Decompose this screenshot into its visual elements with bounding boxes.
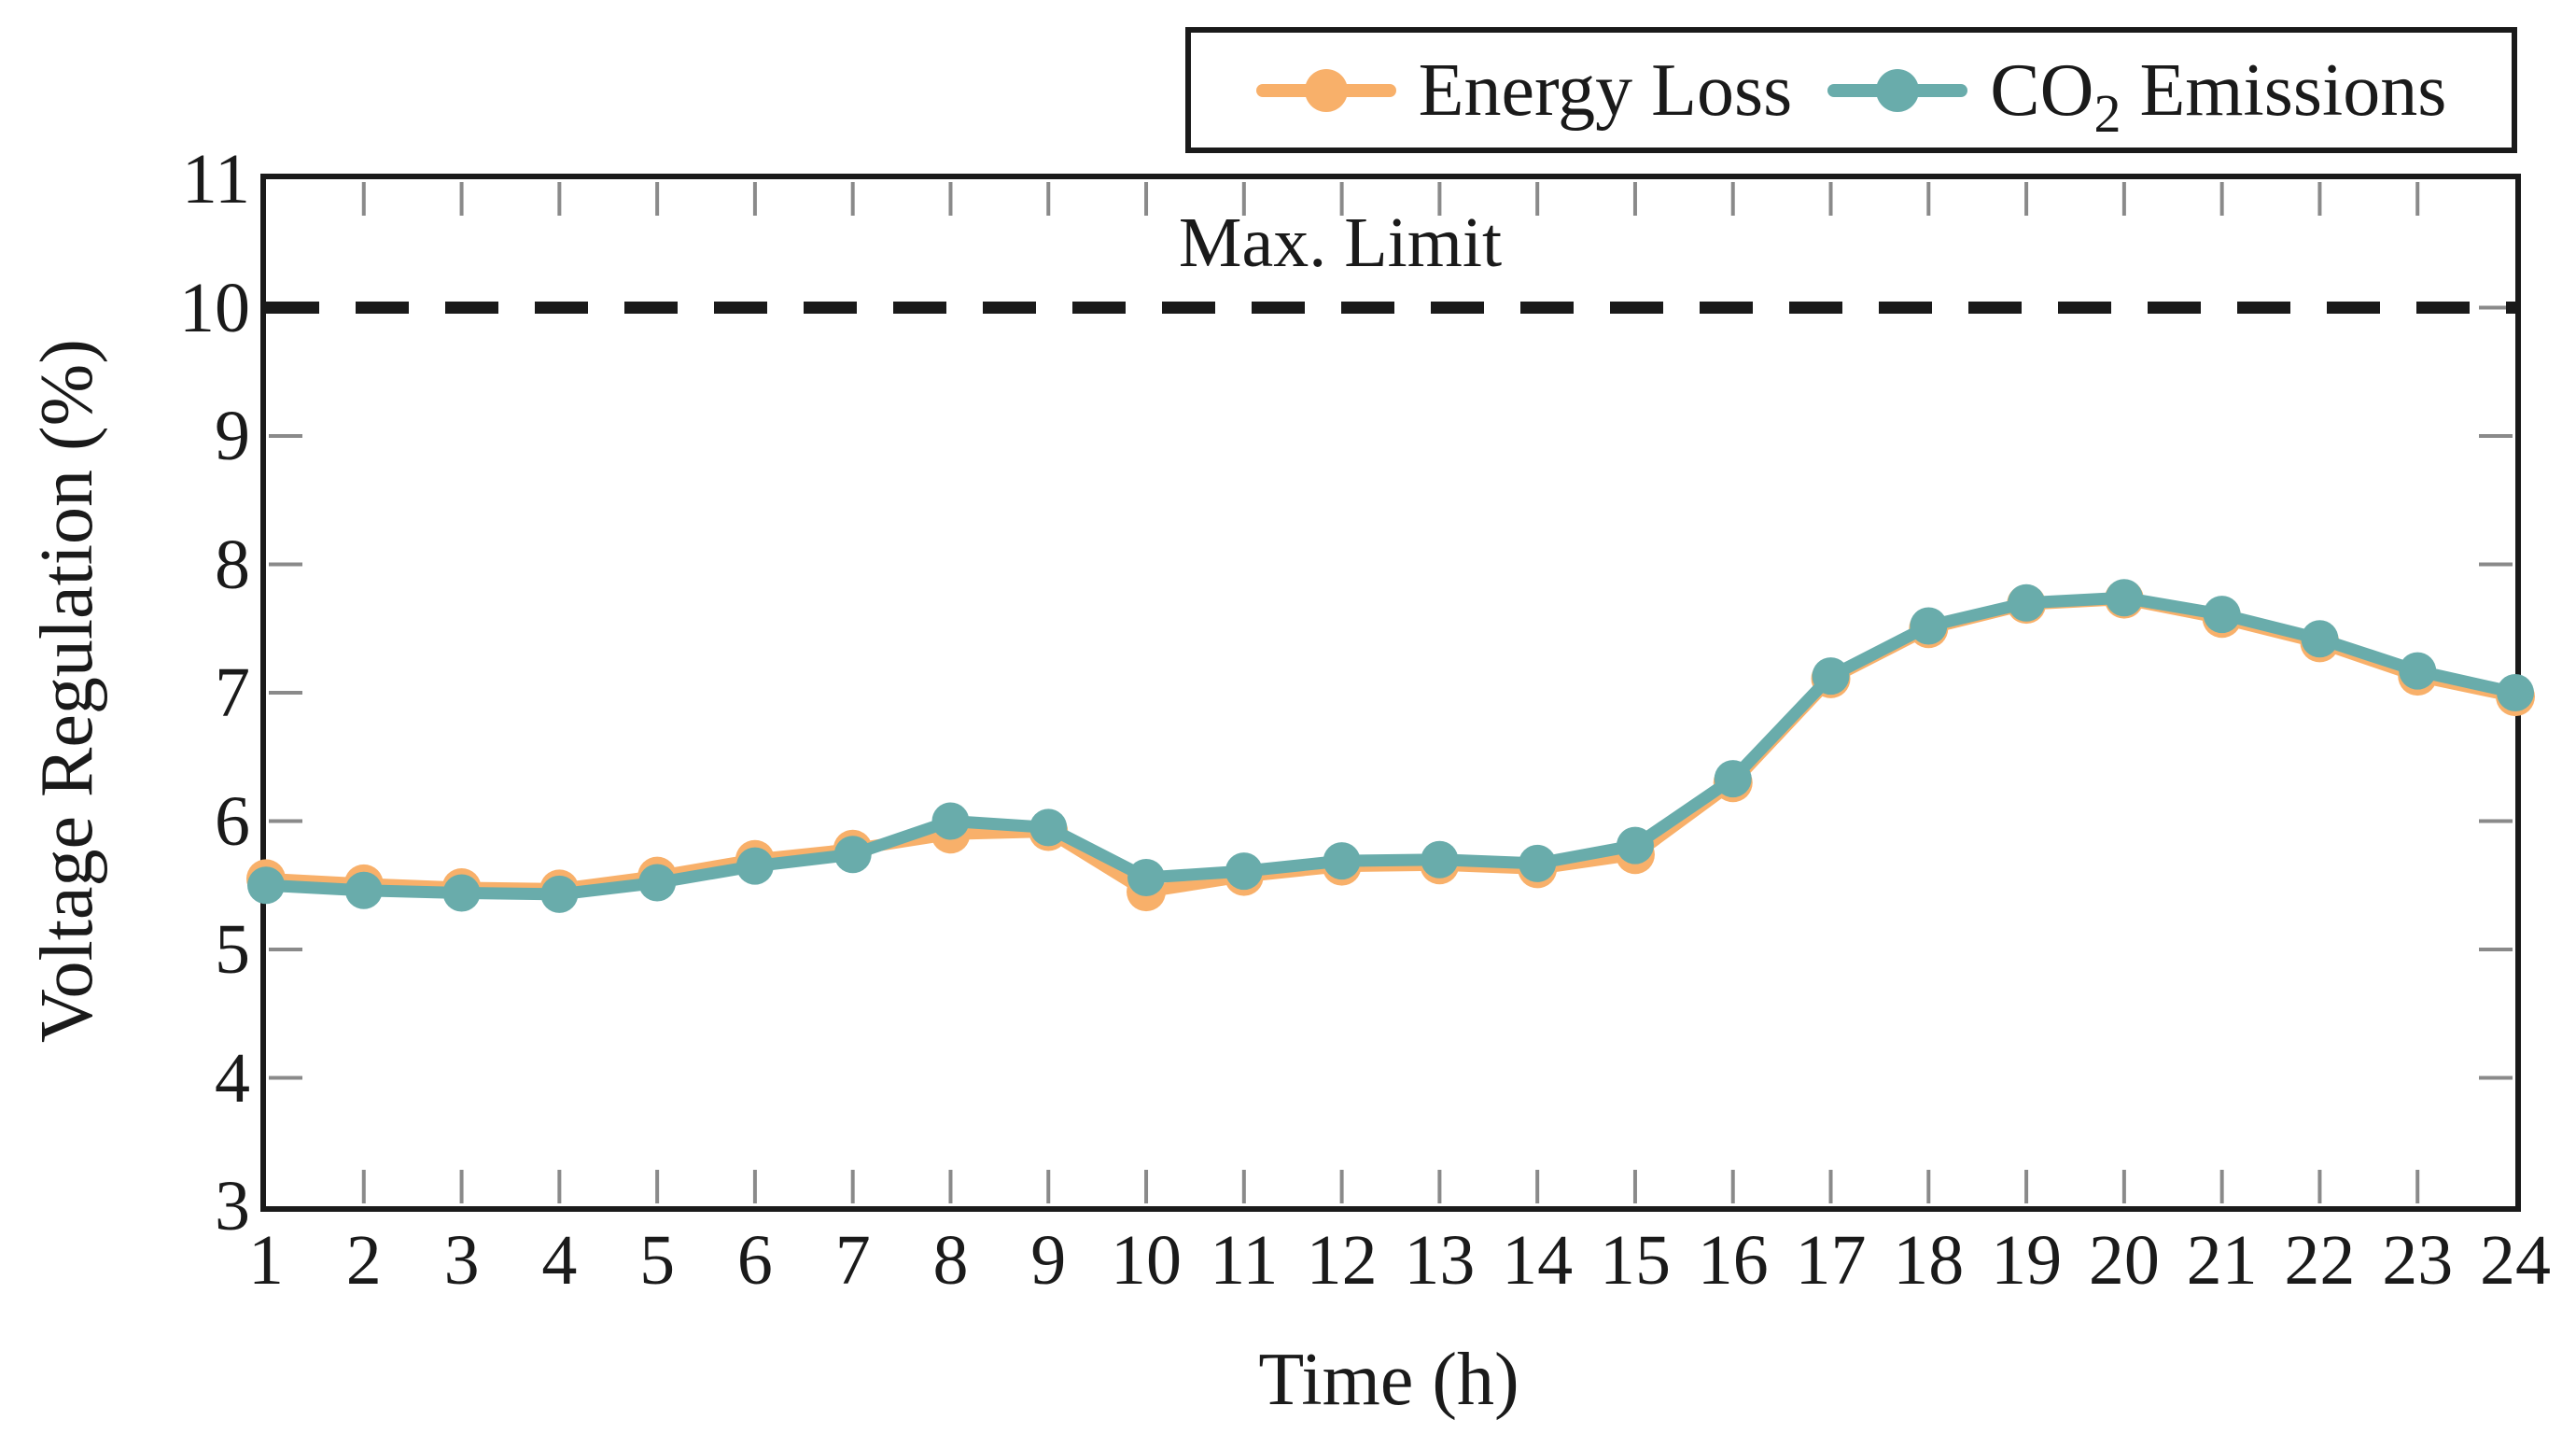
data-point bbox=[1616, 826, 1654, 865]
data-point bbox=[1225, 852, 1263, 891]
x-tick-label-16: 16 bbox=[1697, 1221, 1769, 1300]
x-tick-label-11: 11 bbox=[1210, 1221, 1279, 1300]
y-tick-label-4: 4 bbox=[215, 1038, 250, 1118]
data-point bbox=[1127, 859, 1166, 896]
x-tick-label-3: 3 bbox=[443, 1221, 480, 1300]
data-point bbox=[1812, 657, 1850, 696]
y-tick-label-8: 8 bbox=[215, 525, 250, 604]
x-tick-label-20: 20 bbox=[2088, 1221, 2160, 1300]
y-tick-label-10: 10 bbox=[179, 268, 250, 347]
y-axis-title: Voltage Regulation (%) bbox=[26, 339, 108, 1043]
energy-loss-line-marker-icon bbox=[1255, 68, 1396, 112]
y-tick-label-3: 3 bbox=[215, 1167, 250, 1245]
x-tick-label-6: 6 bbox=[736, 1221, 773, 1300]
data-point bbox=[1714, 760, 1752, 798]
y-tick-label-9: 9 bbox=[215, 397, 250, 475]
data-point bbox=[638, 864, 677, 902]
y-tick-label-7: 7 bbox=[215, 654, 250, 732]
data-point bbox=[2497, 674, 2534, 711]
y-tick-label-5: 5 bbox=[215, 910, 250, 989]
x-tick-label-4: 4 bbox=[541, 1221, 578, 1300]
co2-label-pre: CO bbox=[1990, 49, 2094, 132]
data-point bbox=[2301, 620, 2339, 658]
x-tick-label-14: 14 bbox=[1502, 1221, 1574, 1300]
x-tick-label-13: 13 bbox=[1404, 1221, 1476, 1300]
x-tick-label-12: 12 bbox=[1306, 1221, 1378, 1300]
co2-emissions-dot-icon bbox=[1876, 68, 1920, 112]
data-point bbox=[2399, 652, 2437, 690]
data-point bbox=[344, 871, 383, 909]
plot-area bbox=[246, 174, 2535, 1212]
legend-item-co2-emissions: CO2 Emissions bbox=[1827, 53, 2446, 141]
x-tick-label-17: 17 bbox=[1795, 1221, 1867, 1300]
data-point bbox=[1519, 844, 1557, 882]
energy-loss-dot-icon bbox=[1304, 68, 1348, 112]
data-point bbox=[540, 875, 579, 913]
data-point bbox=[2203, 596, 2241, 634]
data-point bbox=[1910, 607, 1948, 645]
max-limit-annotation: Max. Limit bbox=[1178, 204, 1503, 282]
x-tick-label-18: 18 bbox=[1893, 1221, 1965, 1300]
data-point bbox=[247, 866, 285, 905]
x-tick-label-21: 21 bbox=[2186, 1221, 2258, 1300]
x-axis-title: Time (h) bbox=[1258, 1339, 1519, 1421]
data-point bbox=[1323, 842, 1361, 880]
data-point bbox=[1421, 840, 1459, 879]
data-point bbox=[735, 847, 774, 885]
data-point bbox=[1029, 808, 1068, 847]
x-tick-label-24: 24 bbox=[2480, 1221, 2551, 1300]
x-tick-label-1: 1 bbox=[248, 1221, 284, 1300]
x-tick-label-5: 5 bbox=[639, 1221, 676, 1300]
data-point bbox=[442, 874, 481, 912]
x-tick-label-9: 9 bbox=[1030, 1221, 1067, 1300]
x-tick-label-15: 15 bbox=[1599, 1221, 1671, 1300]
x-tick-label-2: 2 bbox=[345, 1221, 382, 1300]
co2-label-post: Emissions bbox=[2121, 49, 2447, 132]
x-tick-label-22: 22 bbox=[2284, 1221, 2356, 1300]
x-tick-label-23: 23 bbox=[2382, 1221, 2454, 1300]
x-tick-label-10: 10 bbox=[1111, 1221, 1183, 1300]
y-tick-label-11: 11 bbox=[181, 140, 250, 218]
legend-item-energy-loss: Energy Loss bbox=[1255, 49, 1793, 132]
data-point bbox=[2008, 583, 2046, 622]
legend: Energy Loss CO2 Emissions bbox=[1185, 27, 2517, 153]
legend-label-co2-emissions: CO2 Emissions bbox=[1990, 53, 2446, 141]
x-tick-label-7: 7 bbox=[834, 1221, 871, 1300]
x-tick-label-19: 19 bbox=[1991, 1221, 2063, 1300]
data-point bbox=[833, 836, 872, 874]
data-point bbox=[2105, 579, 2143, 617]
legend-label-energy-loss: Energy Loss bbox=[1418, 49, 1793, 132]
co2-label-sub: 2 bbox=[2093, 82, 2121, 144]
y-tick-label-6: 6 bbox=[215, 781, 250, 861]
x-tick-label-8: 8 bbox=[932, 1221, 969, 1300]
co2-emissions-line-marker-icon bbox=[1827, 68, 1968, 112]
data-point bbox=[931, 802, 970, 840]
